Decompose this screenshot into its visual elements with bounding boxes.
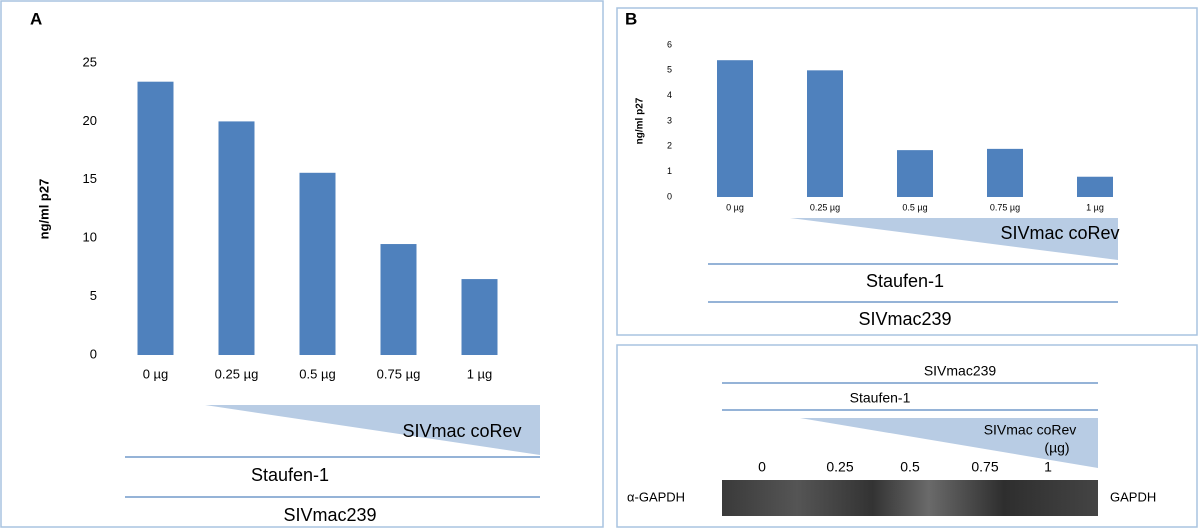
y-tick-label: 5	[90, 288, 97, 303]
x-tick-label: 1 µg	[1086, 202, 1104, 212]
bar	[219, 121, 255, 355]
x-tick-label: 0.75 µg	[377, 366, 421, 381]
x-tick-label: 0.5 µg	[902, 202, 927, 212]
panel-label: B	[625, 9, 637, 28]
blot-label: (µg)	[1044, 440, 1069, 456]
lane-label: 0.5	[900, 459, 920, 475]
x-tick-label: 0 µg	[143, 366, 169, 381]
band-label: GAPDH	[1110, 489, 1156, 504]
lane-label: 1	[1044, 459, 1052, 475]
y-tick-label: 4	[667, 90, 672, 100]
bar	[807, 70, 843, 197]
bar	[1077, 177, 1113, 197]
bracket-label: Staufen-1	[866, 271, 944, 291]
bar	[462, 279, 498, 355]
bracket-label: Staufen-1	[251, 465, 329, 485]
x-tick-label: 0 µg	[726, 202, 744, 212]
lane-label: 0.75	[971, 459, 998, 475]
panel-label: A	[30, 9, 42, 28]
y-tick-label: 25	[83, 54, 97, 69]
bracket-label: SIVmac239	[858, 309, 951, 329]
x-tick-label: 0.25 µg	[215, 366, 259, 381]
bar	[897, 150, 933, 197]
blot-label: SIVmac coRev	[984, 422, 1077, 438]
y-tick-label: 2	[667, 141, 672, 151]
blot-panel: SIVmac239 Staufen-1 SIVmac coRev (µg) 0 …	[627, 363, 1156, 516]
x-tick-label: 1 µg	[467, 366, 493, 381]
blot-label: Staufen-1	[850, 390, 911, 406]
y-tick-label: 1	[667, 166, 672, 176]
y-axis-title: ng/ml p27	[36, 179, 51, 240]
y-tick-label: 6	[667, 39, 672, 49]
antibody-label: α-GAPDH	[627, 489, 685, 504]
x-tick-label: 0.75 µg	[990, 202, 1020, 212]
y-tick-label: 3	[667, 115, 672, 125]
y-tick-label: 20	[83, 113, 97, 128]
bar	[300, 173, 336, 355]
y-tick-label: 10	[83, 230, 97, 245]
bar	[138, 82, 174, 355]
x-tick-label: 0.25 µg	[810, 202, 840, 212]
blot-image	[722, 480, 1098, 516]
bar	[987, 149, 1023, 197]
bar	[717, 60, 753, 197]
y-tick-label: 0	[667, 191, 672, 201]
figure: SIVmac239 Staufen-1 SIVmac coRev (µg) 0 …	[0, 0, 1199, 528]
blot-label: SIVmac239	[924, 363, 997, 379]
bar	[381, 244, 417, 355]
x-tick-label: 0.5 µg	[299, 366, 335, 381]
bracket-label: SIVmac239	[283, 505, 376, 525]
y-tick-label: 5	[667, 65, 672, 75]
lane-label: 0	[758, 459, 766, 475]
lane-label: 0.25	[826, 459, 853, 475]
y-tick-label: 15	[83, 171, 97, 186]
gradient-label: SIVmac coRev	[402, 421, 521, 441]
y-axis-title: ng/ml p27	[635, 97, 646, 144]
y-tick-label: 0	[90, 346, 97, 361]
gradient-label: SIVmac coRev	[1000, 223, 1119, 243]
